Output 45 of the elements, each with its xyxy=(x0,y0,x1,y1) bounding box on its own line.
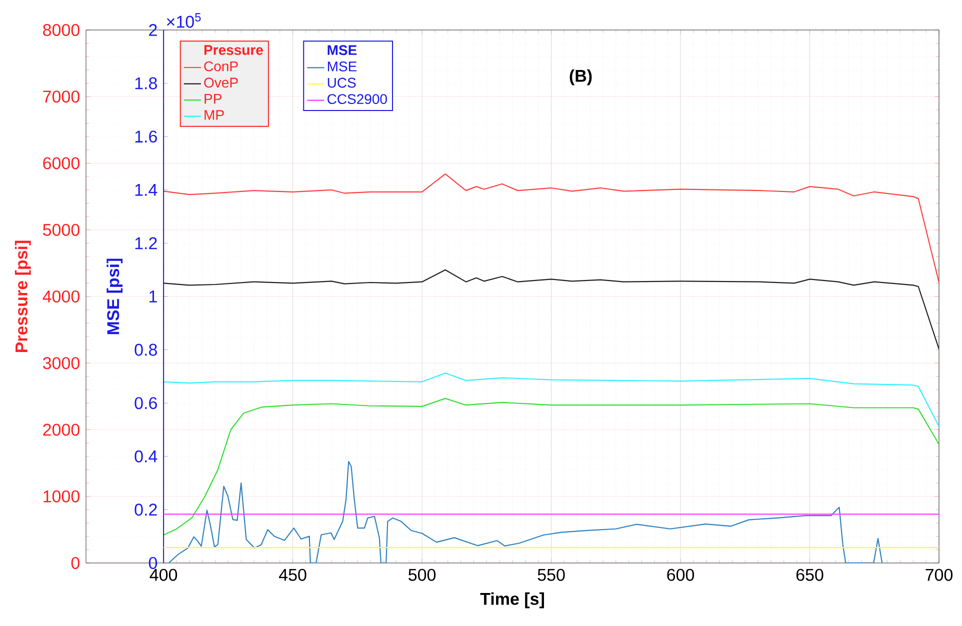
legend-label: OveP xyxy=(204,78,238,88)
legend-label: CCS2900 xyxy=(328,94,387,104)
legend-label: ConP xyxy=(204,61,238,72)
y2-tick-label: 0.6 xyxy=(134,397,157,410)
x-tick-label: 600 xyxy=(667,568,694,581)
y-tick-label: 4000 xyxy=(42,290,80,303)
y-tick-label: 1000 xyxy=(44,490,80,502)
x-tick-label: 700 xyxy=(926,568,953,581)
y2-tick-label: 1.2 xyxy=(135,237,157,250)
y-axis-title: Pressure [psi] xyxy=(14,240,31,352)
y2-tick-label: 1.4 xyxy=(135,184,158,196)
line-series xyxy=(163,372,939,427)
x-tick-label: 500 xyxy=(408,568,436,581)
y2-tick-label: 1.8 xyxy=(135,77,157,90)
y2-tick-label: 0 xyxy=(148,556,158,570)
y2-tick-label: 1.6 xyxy=(135,130,157,143)
y-tick-label: 0 xyxy=(71,556,80,570)
y-tick-label: 3000 xyxy=(42,357,80,370)
text: (B) xyxy=(570,69,592,86)
line-series xyxy=(168,460,883,563)
x-tick-label: 550 xyxy=(538,568,565,581)
y2-tick-label: 1 xyxy=(150,290,157,302)
y2-tick-label: 0.4 xyxy=(134,450,158,462)
y-tick-label: 5000 xyxy=(42,224,80,236)
y-tick-label: 6000 xyxy=(43,157,80,170)
x-axis-title: Time [s] xyxy=(480,592,544,608)
legend-label: MSE xyxy=(328,61,357,72)
x-tick-label: 650 xyxy=(796,568,824,581)
y2-tick-label: 0.8 xyxy=(134,344,157,356)
text: ×10$^{5}$ xyxy=(166,13,201,28)
x-tick-label: 400 xyxy=(150,568,178,581)
legend-title: Pressure xyxy=(204,45,263,55)
line-series xyxy=(163,269,939,350)
x-tick-label: 450 xyxy=(279,568,306,581)
y2-tick-label: 2 xyxy=(149,24,157,36)
annotation: MSE xyxy=(328,45,357,56)
y-tick-label: 8000 xyxy=(43,24,80,36)
y-tick-label: 2000 xyxy=(43,424,80,436)
line-series xyxy=(163,398,939,536)
y-tick-label: 7000 xyxy=(43,90,80,103)
legend-label: UCS xyxy=(328,78,356,88)
legend-label: PP xyxy=(204,94,222,104)
legend-label: MP xyxy=(204,110,224,120)
y2-tick-label: 0.2 xyxy=(134,504,157,516)
y2-axis-title: MSE [psi] xyxy=(106,258,123,334)
